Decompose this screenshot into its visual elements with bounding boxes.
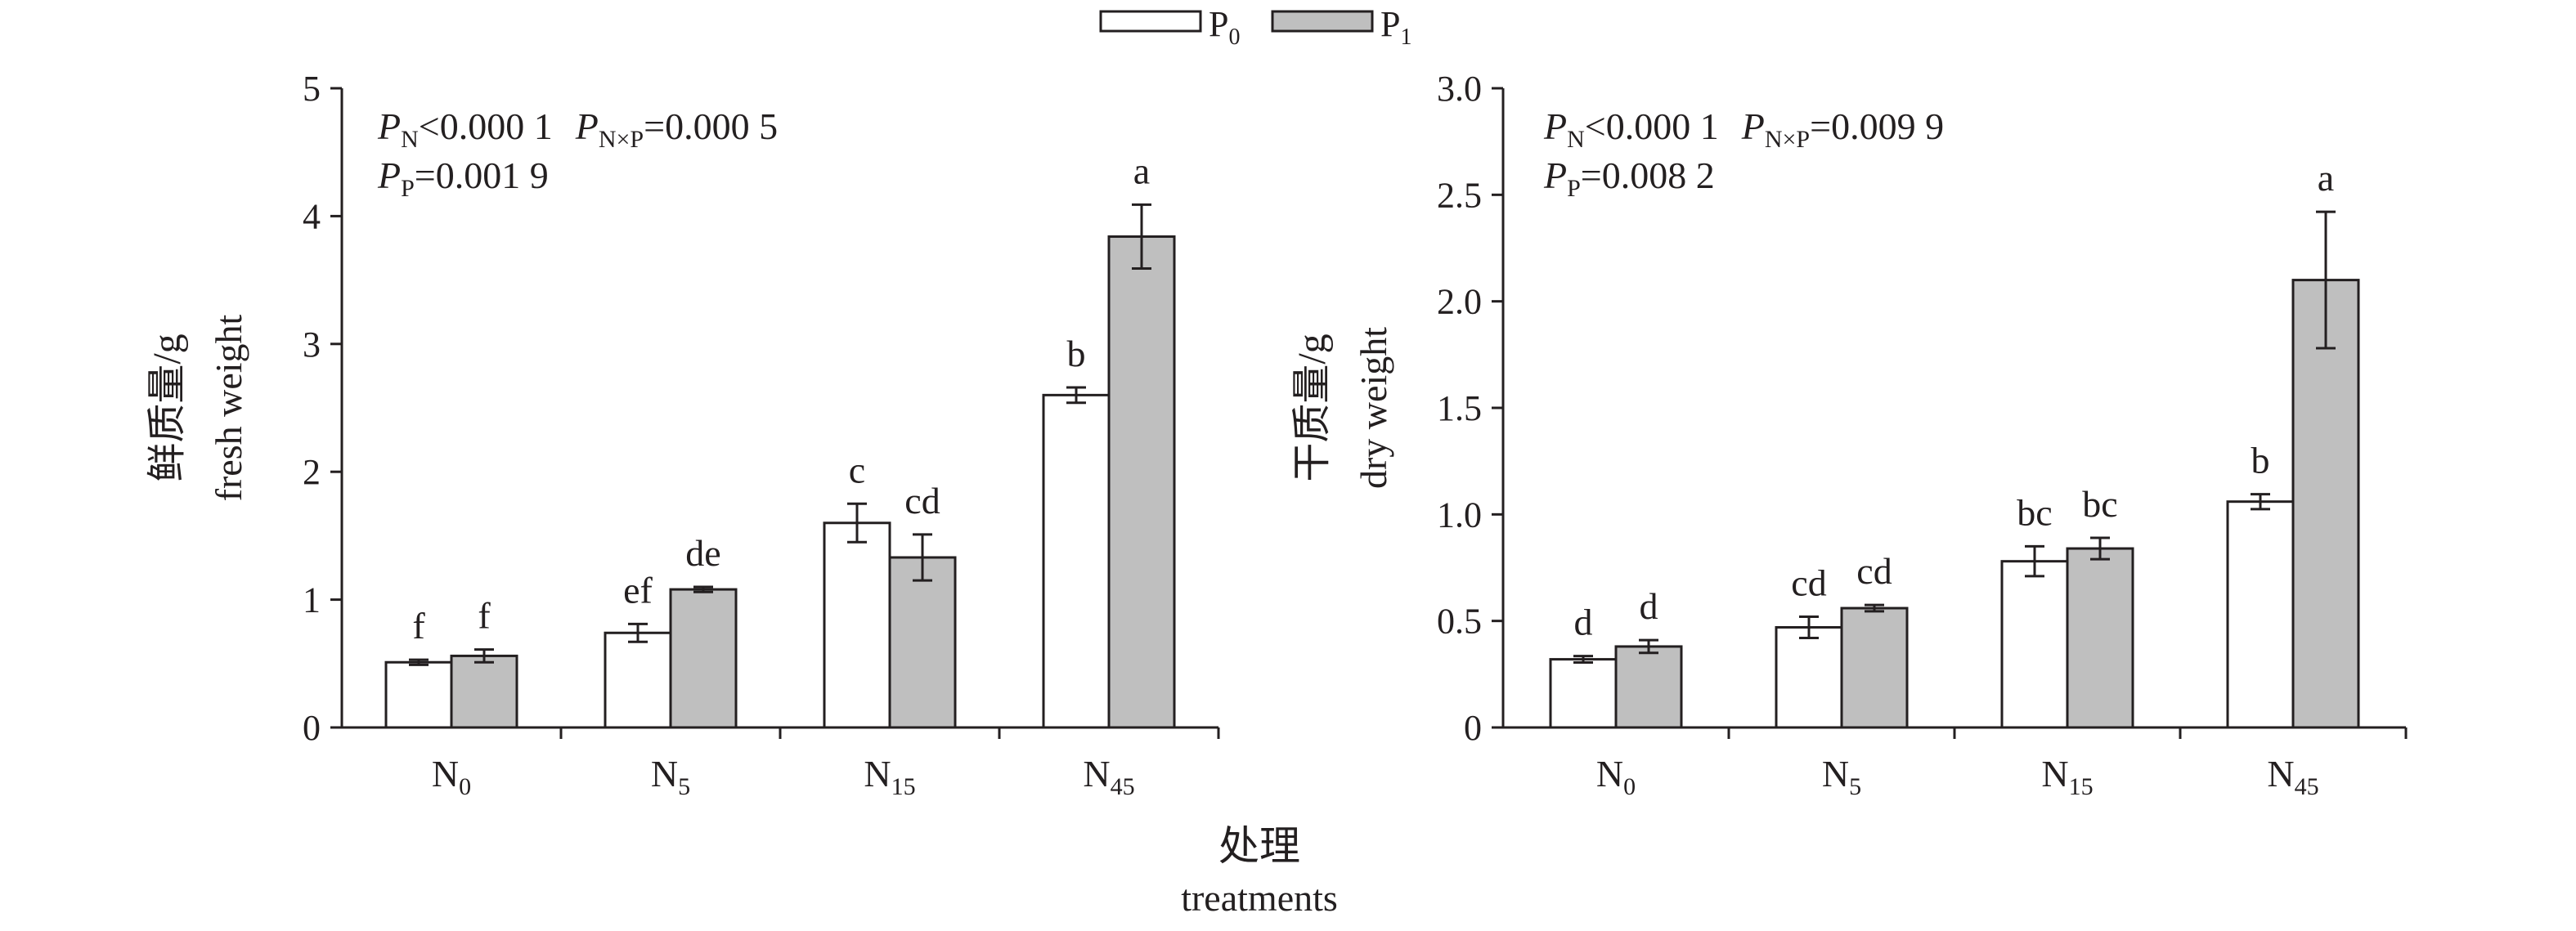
significance-letter: ef [623,569,653,611]
y-tick-label: 0.5 [1437,602,1482,642]
bar [1614,645,1683,729]
significance-letter: cd [904,480,940,521]
stat-annotation: PN<0.000 1 PN×P=0.000 5 [377,105,778,153]
y-tick-label: 3 [303,325,321,365]
significance-letter: bc [2017,491,2052,533]
x-tick-label: N45 [1083,753,1134,800]
stat-annotation: PN<0.000 1 PN×P=0.009 9 [1543,105,1944,153]
significance-letter: b [2251,440,2270,481]
x-tick-label: N0 [432,753,471,800]
y-axis-label-cn: 鲜质量/g [146,333,189,481]
significance-letter: cd [1791,562,1826,603]
y-tick-label: 5 [303,69,321,109]
bar [1107,235,1176,729]
bar [1840,606,1909,729]
significance-letter: bc [2082,483,2117,525]
y-axis-label-en: fresh weight [208,314,249,501]
y-tick-label: 2.0 [1437,282,1482,322]
bar [1549,658,1618,729]
significance-letter: d [1640,585,1658,627]
significance-letter: b [1067,333,1086,374]
dry-weight-chart: 0 0.5 1.0 1.5 2.0 2.5 3.0 N0 N5 N15 N45 d cd bc b d cd bc… [1290,69,2408,800]
y-tick-label: 3.0 [1437,69,1482,109]
significance-letter: f [412,605,425,647]
significance-letter: d [1574,602,1593,643]
x-tick-label: N15 [2041,753,2093,800]
bar [823,521,891,729]
bar [669,588,738,729]
significance-letter: f [478,595,491,637]
stat-annotation: PP=0.008 2 [1543,154,1715,202]
fresh-weight-chart: 0 1 2 3 4 5 N0 N5 N15 N45 f ef c b f de cd a 鲜质量/g fresh we… [146,69,1220,800]
x-tick-label: N5 [1822,753,1861,800]
significance-letter: de [685,532,720,574]
y-tick-label: 4 [303,196,321,236]
x-tick-label: N45 [2267,753,2318,800]
bar [384,660,453,729]
bar [604,631,672,729]
x-axis-title-en: treatments [1181,877,1338,919]
y-tick-label: 1.5 [1437,388,1482,428]
significance-letter: a [2318,157,2334,199]
y-tick-label: 1.0 [1437,495,1482,535]
legend-label-p0: P0 [1209,4,1240,50]
bar [1775,625,1843,729]
x-tick-label: N15 [864,753,915,800]
significance-letter: c [849,449,865,490]
y-tick-label: 0 [303,708,321,748]
y-tick-label: 2.5 [1437,175,1482,215]
y-tick-label: 1 [303,580,321,620]
legend: P0 P1 [1099,4,1411,50]
y-axis-label-cn: 干质量/g [1290,333,1334,481]
y-axis-label-en: dry weight [1353,327,1394,489]
y-tick-label: 0 [1464,708,1482,748]
stat-annotation: PP=0.001 9 [377,154,549,202]
x-tick-label: N5 [651,753,690,800]
x-axis-title-cn: 处理 [1218,823,1300,869]
bar [888,556,957,729]
bar [2000,560,2069,729]
bar [2291,279,2360,729]
legend-label-p1: P1 [1380,4,1411,50]
significance-letter: a [1133,150,1150,191]
bar [2226,500,2295,729]
significance-letter: cd [1856,550,1892,592]
bar [2066,547,2134,729]
x-tick-label: N0 [1596,753,1636,800]
legend-swatch-p1 [1271,10,1374,33]
legend-swatch-p0 [1099,10,1202,33]
bar [1042,393,1111,729]
bar [450,654,518,729]
y-tick-label: 2 [303,452,321,492]
